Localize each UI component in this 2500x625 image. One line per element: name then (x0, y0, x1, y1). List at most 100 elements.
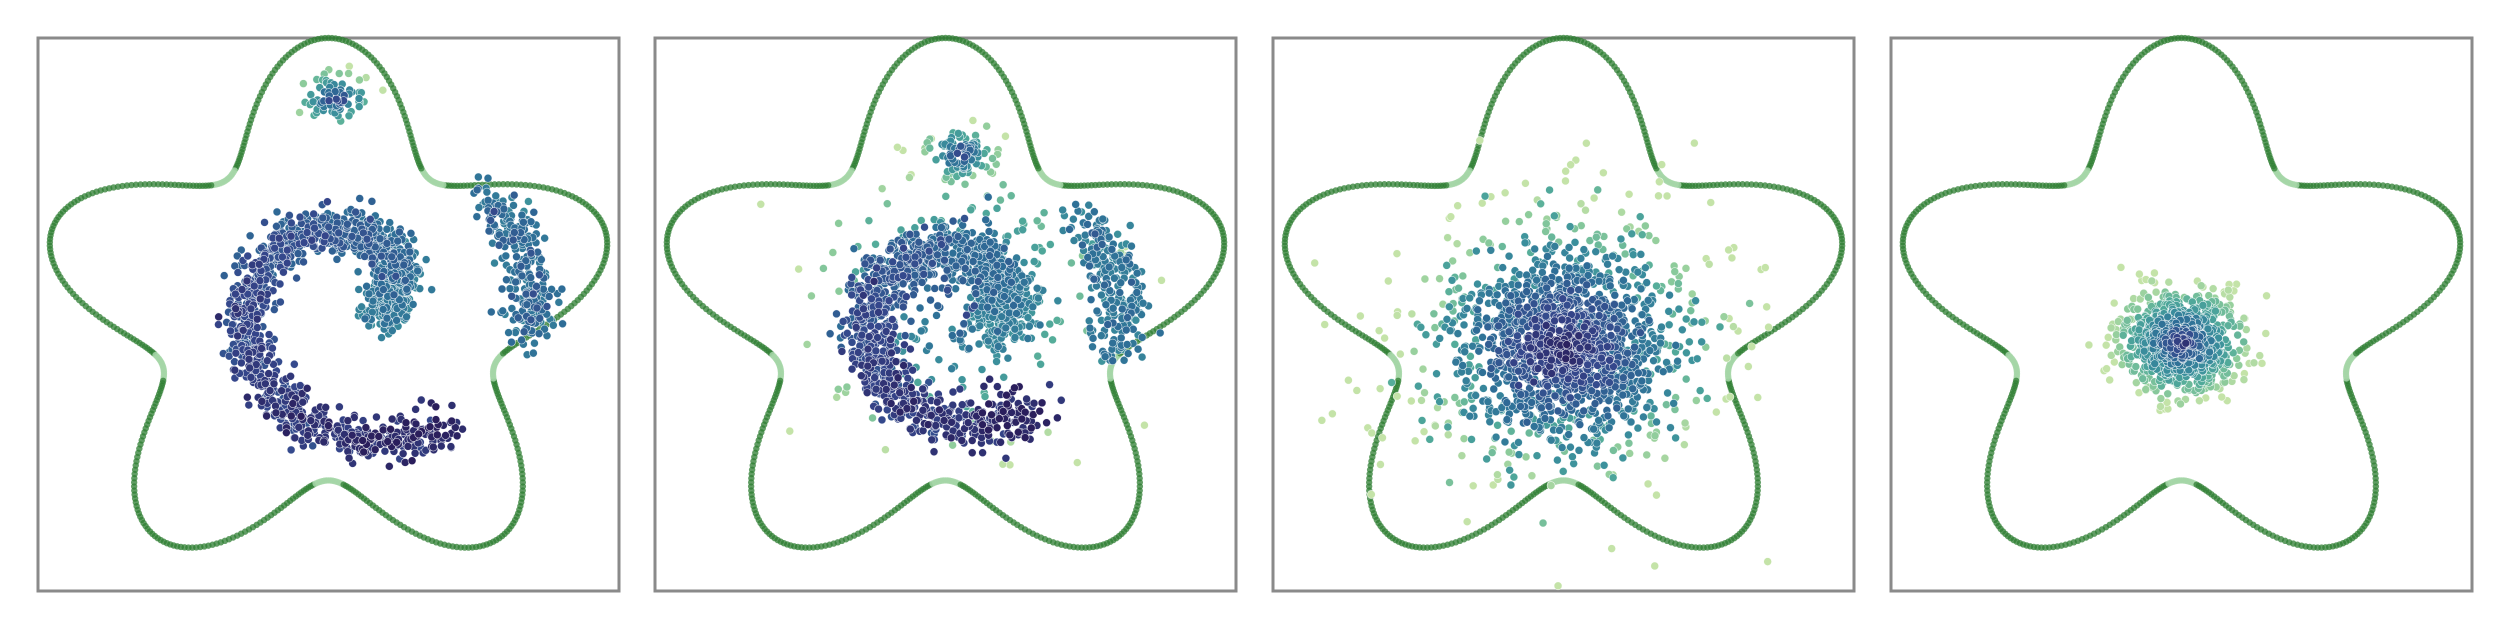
scatter-point (414, 429, 423, 439)
scatter-point (319, 437, 329, 447)
scatter-point (425, 422, 435, 432)
scatter-point (1058, 205, 1067, 215)
scatter-point (875, 255, 885, 265)
scatter-point (494, 240, 504, 250)
scatter-point (863, 344, 873, 354)
scatter-point (290, 433, 300, 443)
scatter-point (1155, 328, 1165, 338)
scatter-point (458, 424, 467, 434)
scatter-point (964, 344, 974, 353)
scatter-point (901, 253, 911, 262)
scatter-point (997, 312, 1006, 321)
scatter-point (948, 248, 958, 258)
scatter-point (1018, 225, 1028, 235)
scatter-point (275, 279, 285, 289)
scatter-point (1036, 359, 1045, 369)
scatter-point (237, 358, 246, 368)
scatter-point (277, 386, 286, 395)
scatter-point (405, 247, 415, 257)
scatter-point (1046, 240, 1055, 249)
scatter-point (517, 271, 527, 281)
scatter-point (947, 364, 957, 374)
scatter-point (1003, 421, 1012, 430)
scatter-point (873, 333, 882, 342)
scatter-point (833, 384, 843, 394)
scatter-point (270, 243, 279, 253)
scatter-point (1029, 257, 1039, 266)
scatter-point (863, 361, 873, 371)
scatter-point (498, 306, 508, 316)
scatter-point (407, 456, 417, 466)
scatter-point (1003, 353, 1013, 363)
scatter-point (985, 374, 994, 384)
scatter-point (906, 424, 915, 434)
scatter-point (1086, 295, 1096, 304)
scatter-point (246, 373, 256, 382)
scatter-point (1103, 320, 1113, 329)
scatter-point (951, 261, 961, 271)
scatter-point (1045, 380, 1054, 389)
scatter-point (508, 235, 518, 245)
scatter-point (343, 219, 352, 229)
scatter-point (287, 218, 296, 228)
scatter-point (334, 69, 344, 78)
scatter-point (1108, 356, 1117, 366)
star-boundary (46, 34, 611, 551)
scatter-point (887, 315, 897, 324)
scatter-point (231, 348, 241, 358)
scatter-point (367, 431, 376, 441)
scatter-point (510, 228, 519, 237)
scatter-point (1023, 334, 1033, 343)
scatter-point (242, 276, 252, 286)
scatter-point (272, 207, 282, 217)
scatter-point (486, 307, 496, 317)
scatter-point (286, 371, 295, 381)
scatter-point (374, 432, 384, 441)
scatter-point (832, 309, 841, 319)
scatter-point (1132, 288, 1142, 297)
scatter-point (260, 218, 269, 227)
scatter-point (1033, 351, 1043, 361)
scatter-point (1053, 296, 1063, 306)
scatter-point (1117, 304, 1127, 314)
scatter-point (899, 243, 908, 253)
scatter-point (920, 222, 929, 232)
scatter-point (955, 328, 965, 338)
scatter-point (1115, 288, 1125, 297)
scatter-point (871, 346, 881, 356)
scatter-point (1000, 292, 1009, 301)
scatter-point (380, 446, 390, 456)
scatter-point (980, 392, 990, 401)
scatter-point (948, 331, 957, 340)
scatter-point (447, 416, 457, 426)
scatter-point (975, 321, 985, 331)
scatter-point (378, 85, 388, 95)
scatter-point (252, 314, 262, 324)
scatter-point (999, 244, 1009, 253)
scatter-point (973, 277, 983, 286)
scatter-point (246, 304, 256, 314)
scatter-point (937, 240, 946, 249)
scatter-point (937, 223, 946, 232)
scatter-point (243, 392, 252, 402)
scatter-point (978, 420, 987, 429)
scatter-point (1122, 340, 1132, 349)
scatter-point (1065, 225, 1074, 234)
scatter-point (429, 442, 438, 452)
scatter-point (286, 231, 296, 241)
scatter-point (1035, 406, 1045, 416)
scatter-point (526, 273, 536, 282)
scatter-point (966, 205, 976, 215)
scatter-point (1056, 395, 1066, 405)
scatter-point (832, 393, 842, 402)
scatter-point (233, 268, 243, 277)
scatter-point (992, 260, 1002, 270)
scatter-point (1045, 319, 1055, 329)
scatter-point (984, 399, 994, 409)
scatter-point (245, 363, 254, 373)
scatter-point (416, 395, 426, 405)
scatter-point (847, 290, 856, 300)
scatter-point (516, 261, 526, 271)
scatter-point (958, 276, 968, 285)
scatter-point (859, 291, 868, 300)
